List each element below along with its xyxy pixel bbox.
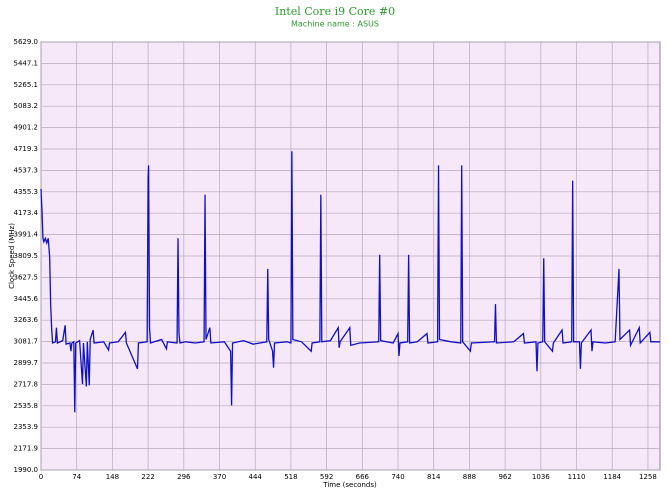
x-tick-label: 962 bbox=[498, 473, 511, 481]
y-tick-label: 3809.5 bbox=[14, 252, 39, 260]
y-tick-label: 3081.7 bbox=[14, 338, 39, 346]
x-tick-label: 222 bbox=[141, 473, 154, 481]
x-tick-label: 74 bbox=[72, 473, 81, 481]
y-tick-label: 5629.0 bbox=[14, 38, 39, 46]
x-tick-label: 740 bbox=[391, 473, 404, 481]
x-tick-label: 814 bbox=[427, 473, 441, 481]
x-tick-label: 888 bbox=[463, 473, 476, 481]
y-tick-label: 5447.1 bbox=[14, 59, 39, 67]
x-tick-label: 370 bbox=[213, 473, 226, 481]
y-tick-label: 2717.8 bbox=[14, 380, 39, 388]
y-tick-label: 2353.9 bbox=[14, 423, 39, 431]
x-axis-label: Time (seconds) bbox=[322, 481, 377, 489]
y-tick-label: 4537.3 bbox=[14, 166, 39, 174]
x-tick-label: 1036 bbox=[532, 473, 550, 481]
chart-title: Intel Core i9 Core #0 bbox=[275, 5, 395, 18]
y-tick-label: 4901.2 bbox=[14, 124, 39, 132]
y-tick-label: 4355.3 bbox=[14, 188, 39, 196]
x-tick-label: 1184 bbox=[603, 473, 621, 481]
y-tick-label: 2899.7 bbox=[14, 359, 39, 367]
x-tick-label: 444 bbox=[249, 473, 263, 481]
y-tick-label: 5265.1 bbox=[14, 81, 39, 89]
data-line bbox=[40, 151, 660, 413]
y-tick-label: 2535.8 bbox=[14, 402, 39, 410]
y-tick-label: 5083.2 bbox=[14, 102, 39, 110]
y-tick-label: 4719.3 bbox=[14, 145, 39, 153]
y-axis-label: Clock Speed (MHz) bbox=[8, 223, 16, 289]
x-tick-label: 296 bbox=[177, 473, 191, 481]
x-tick-label: 592 bbox=[320, 473, 333, 481]
x-tick-label: 148 bbox=[106, 473, 119, 481]
x-tick-label: 666 bbox=[356, 473, 370, 481]
chart-subtitle: Machine name : ASUS bbox=[291, 20, 379, 29]
x-tick-label: 1110 bbox=[568, 473, 586, 481]
y-tick-label: 4173.4 bbox=[14, 209, 39, 217]
y-tick-label: 3991.4 bbox=[14, 231, 39, 239]
y-tick-label: 1990.0 bbox=[14, 466, 39, 474]
y-tick-label: 3263.6 bbox=[14, 316, 39, 324]
y-tick-label: 3627.5 bbox=[14, 273, 39, 281]
x-tick-label: 518 bbox=[284, 473, 297, 481]
x-tick-label: 1258 bbox=[639, 473, 657, 481]
x-tick-label: 0 bbox=[39, 473, 43, 481]
y-tick-label: 3445.6 bbox=[14, 295, 39, 303]
y-tick-label: 2171.9 bbox=[14, 445, 39, 453]
